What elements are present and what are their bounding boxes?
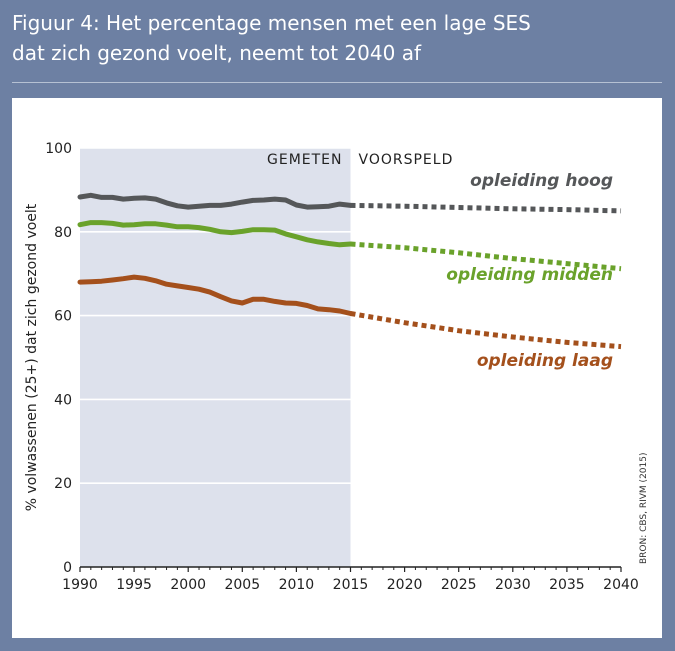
x-tick-label: 1990 — [62, 577, 98, 593]
series-line-measured — [77, 274, 353, 316]
phase-label-measured: GEMETEN — [267, 152, 343, 168]
series-labels: opleiding hoog opleiding midden opleiding … — [446, 171, 613, 371]
figure-title: Figuur 4: Het percentage mensen met een … — [12, 8, 662, 68]
measured-period-background — [80, 148, 351, 567]
series-label: opleiding hoog — [470, 171, 613, 191]
series-line-forecast — [350, 241, 622, 272]
series-line-forecast — [350, 311, 622, 350]
y-tick-label: 100 — [45, 141, 72, 157]
x-tick-label: 2010 — [279, 577, 315, 593]
figure-title-line-2: dat zich gezond voelt, neemt tot 2040 af — [12, 41, 421, 65]
x-tick-label: 2005 — [224, 577, 260, 593]
series-line-measured — [77, 220, 353, 248]
y-tick-label: 0 — [63, 560, 72, 576]
y-tick-label: 80 — [54, 225, 72, 241]
series-line-measured — [77, 192, 353, 210]
chart-panel: 0 20 40 60 80 100 1990 1995 2000 2005 2010 2015 202… — [12, 98, 662, 638]
series-label: opleiding laag — [477, 351, 613, 371]
title-divider — [12, 82, 662, 83]
x-axis-ticks: 1990 1995 2000 2005 2010 2015 2020 2025 2030 2035… — [62, 567, 639, 593]
y-tick-label: 40 — [54, 392, 72, 408]
x-tick-label: 2025 — [441, 577, 477, 593]
x-tick-label: 2040 — [603, 577, 639, 593]
y-tick-label: 20 — [54, 476, 72, 492]
y-axis-label: % volwassenen (25+) dat zich gezond voel… — [24, 203, 40, 511]
y-axis-ticks: 0 20 40 60 80 100 — [45, 141, 72, 576]
series-line-forecast — [350, 202, 622, 214]
x-tick-label: 2030 — [495, 577, 531, 593]
x-tick-label: 2035 — [549, 577, 585, 593]
x-tick-label: 2020 — [387, 577, 423, 593]
x-tick-label: 1995 — [116, 577, 152, 593]
x-tick-label: 2000 — [170, 577, 206, 593]
x-tick-label: 2015 — [333, 577, 369, 593]
phase-label-forecast: VOORSPELD — [359, 152, 454, 168]
figure-title-line-1: Figuur 4: Het percentage mensen met een … — [12, 11, 531, 35]
source-note: BRON: CBS, RIVM (2015) — [639, 453, 649, 565]
y-tick-label: 60 — [54, 309, 72, 325]
series-layer — [77, 192, 622, 350]
series-label: opleiding midden — [446, 265, 613, 285]
